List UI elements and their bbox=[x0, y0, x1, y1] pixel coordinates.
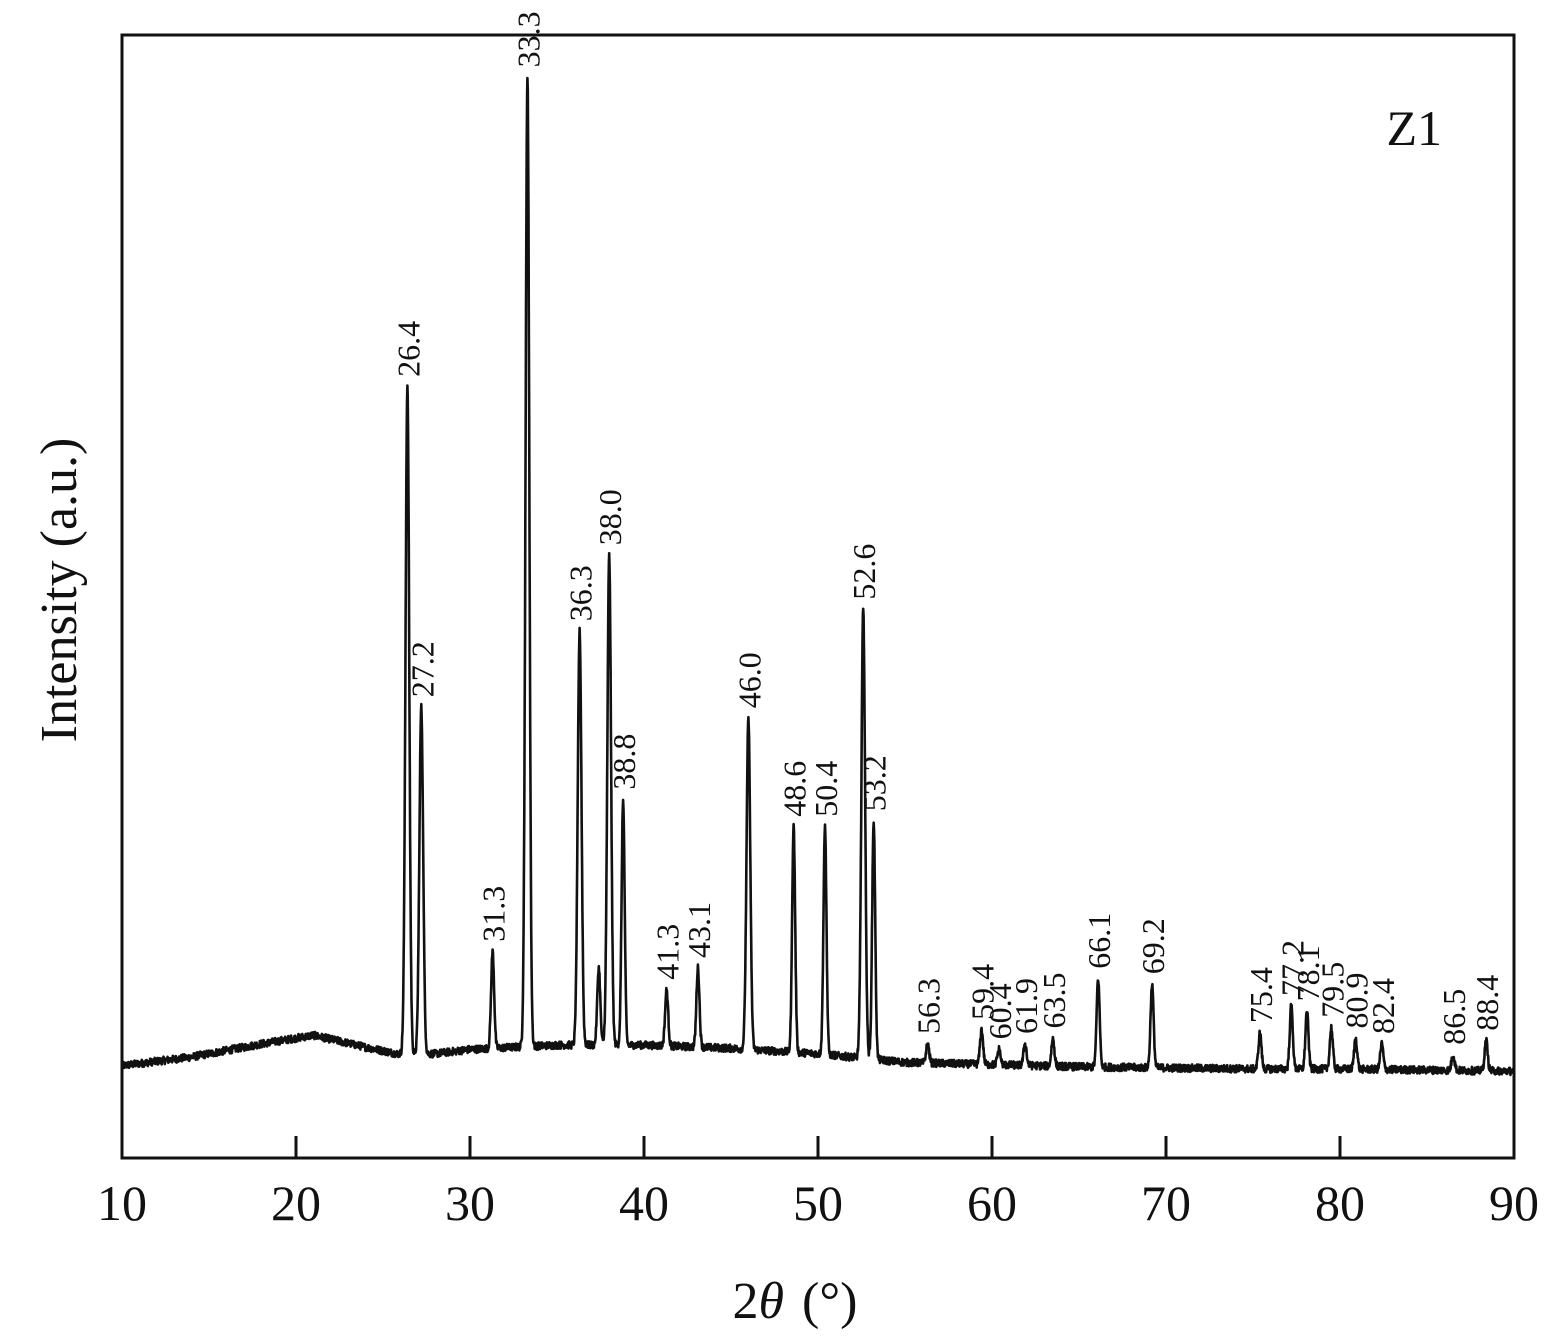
peak-label: 48.6 bbox=[777, 761, 813, 817]
peak-label: 63.5 bbox=[1036, 973, 1072, 1029]
x-axis-title-prefix: 2 bbox=[733, 1273, 759, 1330]
x-tick-label: 60 bbox=[967, 1175, 1017, 1231]
xrd-pattern-line bbox=[120, 76, 1516, 1077]
peak-label: 41.3 bbox=[650, 924, 686, 980]
x-tick-label: 30 bbox=[445, 1175, 495, 1231]
peak-label: 59.4 bbox=[965, 964, 1001, 1020]
x-tick-label: 20 bbox=[271, 1175, 321, 1231]
y-axis-title: Intensity (a.u.) bbox=[31, 438, 88, 743]
peak-label: 77.2 bbox=[1274, 940, 1310, 996]
peak-label: 82.4 bbox=[1365, 978, 1401, 1034]
x-tick-label: 50 bbox=[793, 1175, 843, 1231]
peak-label: 33.3 bbox=[510, 11, 546, 67]
x-axis-title-symbol: θ bbox=[759, 1273, 785, 1330]
peak-label: 80.9 bbox=[1339, 973, 1375, 1029]
peak-label: 52.6 bbox=[846, 544, 882, 600]
panel-label: Z1 bbox=[1386, 100, 1442, 156]
peak-label: 88.4 bbox=[1469, 975, 1505, 1031]
peak-label: 69.2 bbox=[1135, 918, 1171, 974]
x-tick-label: 70 bbox=[1141, 1175, 1191, 1231]
x-tick-label: 40 bbox=[619, 1175, 669, 1231]
peak-label: 79.5 bbox=[1314, 962, 1350, 1018]
peak-label: 50.4 bbox=[808, 761, 844, 817]
peak-label: 26.4 bbox=[390, 321, 426, 377]
x-tick-label: 90 bbox=[1489, 1175, 1539, 1231]
peak-label: 78.1 bbox=[1290, 945, 1326, 1001]
peak-label: 46.0 bbox=[731, 652, 767, 708]
peak-label: 56.3 bbox=[911, 978, 947, 1034]
peak-label: 61.9 bbox=[1008, 978, 1044, 1034]
x-axis-title-unit: (°) bbox=[802, 1273, 857, 1330]
peak-label: 86.5 bbox=[1436, 989, 1472, 1045]
x-axis-title: 2θ (°) bbox=[733, 1273, 858, 1330]
peak-label: 36.3 bbox=[563, 565, 599, 621]
peak-label: 38.8 bbox=[606, 734, 642, 790]
peak-labels: 26.4 27.2 31.3 33.3 36.3 38.0 38.8 41.343.1 46.0… bbox=[390, 11, 1505, 1044]
peak-label: 75.4 bbox=[1243, 967, 1279, 1023]
x-ticks bbox=[120, 1136, 1516, 1158]
peak-label: 38.0 bbox=[592, 489, 628, 545]
peak-label: 60.4 bbox=[982, 983, 1018, 1039]
peak-label: 31.3 bbox=[476, 886, 512, 942]
peak-label: 27.2 bbox=[404, 641, 440, 697]
x-tick-label: 80 bbox=[1315, 1175, 1365, 1231]
x-tick-label: 10 bbox=[97, 1175, 147, 1231]
peak-label: 53.2 bbox=[857, 755, 893, 811]
x-tick-labels: 10 20 30 40 50 60 70 80 90 bbox=[97, 1175, 1539, 1231]
peak-label: 43.1 bbox=[681, 902, 717, 958]
peak-label: 66.1 bbox=[1081, 913, 1117, 969]
